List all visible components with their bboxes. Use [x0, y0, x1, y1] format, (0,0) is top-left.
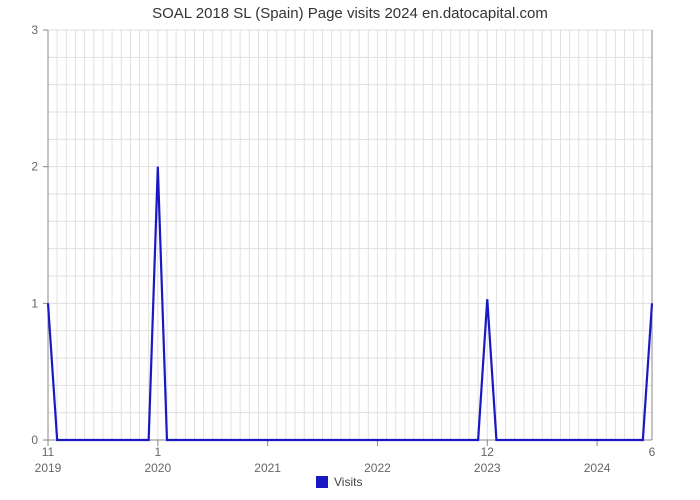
chart-title: SOAL 2018 SL (Spain) Page visits 2024 en… — [152, 5, 548, 22]
x-tick-label: 2024 — [584, 461, 611, 475]
series-point-label: 1 — [154, 445, 161, 459]
x-tick-label: 2020 — [144, 461, 171, 475]
legend-swatch — [316, 476, 328, 488]
x-tick-label: 2023 — [474, 461, 501, 475]
y-tick-label: 0 — [31, 433, 38, 447]
series-point-label: 11 — [42, 445, 55, 459]
series-point-label: 6 — [649, 445, 656, 459]
y-tick-label: 2 — [31, 160, 38, 174]
page-visits-chart: SOAL 2018 SL (Spain) Page visits 2024 en… — [0, 0, 700, 500]
y-tick-label: 3 — [31, 23, 38, 37]
series-point-label: 12 — [481, 445, 495, 459]
x-tick-label: 2022 — [364, 461, 391, 475]
x-tick-label: 2021 — [254, 461, 281, 475]
legend-label: Visits — [334, 475, 362, 489]
chart-svg: SOAL 2018 SL (Spain) Page visits 2024 en… — [0, 0, 700, 500]
x-tick-label: 2019 — [35, 461, 62, 475]
y-tick-label: 1 — [31, 296, 38, 310]
